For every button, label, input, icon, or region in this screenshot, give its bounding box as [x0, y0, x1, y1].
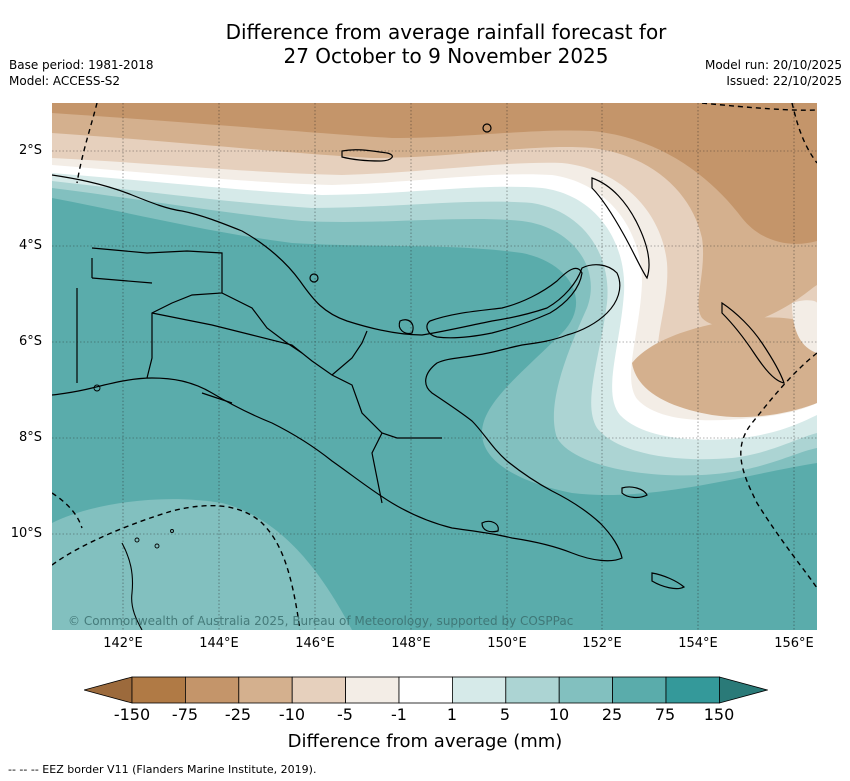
base-period: Base period: 1981-2018: [9, 58, 154, 72]
rainfall-map: [52, 103, 817, 630]
lon-label-150e: 150°E: [487, 636, 527, 651]
colorbar-extend-low: [84, 676, 133, 704]
lat-label-2s: 2°S: [18, 143, 42, 158]
lat-label-8s: 8°S: [18, 430, 42, 445]
colorbar-tick: -25: [224, 705, 252, 724]
lon-label-154e: 154°E: [678, 636, 718, 651]
map-canvas: [52, 103, 817, 630]
colorbar-cell: [238, 676, 293, 704]
colorbar-cell: [185, 676, 240, 704]
lat-label-4s: 4°S: [18, 238, 42, 253]
lon-label-156e: 156°E: [774, 636, 814, 651]
lon-label-148e: 148°E: [391, 636, 431, 651]
colorbar-cell: [345, 676, 400, 704]
model-run: Model run: 20/10/2025: [704, 58, 842, 72]
lon-label-142e: 142°E: [103, 636, 143, 651]
model-name: Model: ACCESS-S2: [9, 74, 121, 88]
colorbar-cell: [131, 676, 186, 704]
colorbar-cell: [612, 676, 667, 704]
colorbar-tick: 5: [499, 705, 511, 724]
lat-label-6s: 6°S: [18, 334, 42, 349]
meta-left: Base period: 1981-2018 Model: ACCESS-S2: [9, 57, 154, 89]
meta-right: Model run: 20/10/2025 Issued: 22/10/2025: [705, 57, 842, 89]
lon-label-152e: 152°E: [582, 636, 622, 651]
title-line-2: 27 October to 9 November 2025: [283, 44, 609, 68]
colorbar-cell: [665, 676, 720, 704]
colorbar-label: Difference from average (mm): [287, 731, 563, 752]
colorbar-tick: -150: [113, 705, 151, 724]
eez-border: [52, 103, 817, 630]
eez-footnote: -- -- -- EEZ border V11 (Flanders Marine…: [8, 763, 317, 776]
copyright-notice: © Commonwealth of Australia 2025, Bureau…: [68, 614, 574, 628]
colorbar-tick: -1: [391, 705, 407, 724]
map-title: Difference from average rainfall forecas…: [0, 20, 850, 68]
colorbar-cell: [398, 676, 453, 704]
colorbar-tick: -10: [278, 705, 306, 724]
colorbar-tick: 10: [548, 705, 570, 724]
issued-date: Issued: 22/10/2025: [726, 74, 842, 88]
colorbar: [84, 676, 768, 704]
title-line-1: Difference from average rainfall forecas…: [225, 20, 667, 44]
colorbar-tick: 1: [446, 705, 458, 724]
colorbar-tick: -5: [337, 705, 353, 724]
colorbar-tick: 150: [703, 705, 735, 724]
lat-label-10s: 10°S: [10, 526, 42, 541]
colorbar-cell: [291, 676, 346, 704]
colorbar-cell: [505, 676, 560, 704]
colorbar-tick: -75: [171, 705, 199, 724]
lon-label-144e: 144°E: [199, 636, 239, 651]
lon-label-146e: 146°E: [295, 636, 335, 651]
coastline: [52, 123, 785, 590]
colorbar-tick: 25: [601, 705, 623, 724]
colorbar-cell: [451, 676, 507, 704]
colorbar-cell: [558, 676, 614, 704]
colorbar-tick: 75: [654, 705, 676, 724]
colorbar-extend-high: [719, 676, 768, 704]
